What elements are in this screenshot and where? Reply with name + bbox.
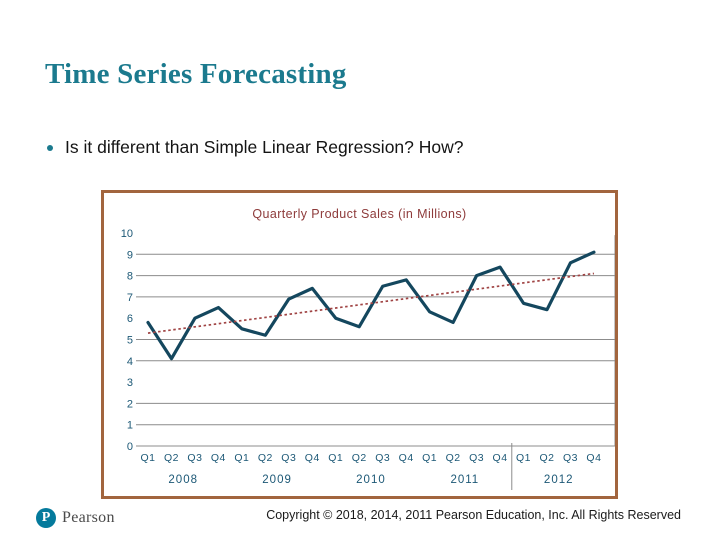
x-tick-label: Q1	[140, 452, 155, 464]
y-tick-label: 7	[127, 292, 133, 304]
x-tick-label: Q3	[187, 452, 202, 464]
y-tick-label: 5	[127, 335, 133, 347]
x-tick-label: Q1	[234, 452, 249, 464]
x-tick-label: Q3	[375, 452, 390, 464]
trend-line	[147, 272, 595, 334]
x-tick-label: Q1	[328, 452, 343, 464]
y-tick-label: 0	[127, 441, 133, 453]
year-label: 2009	[262, 474, 292, 486]
x-tick-label: Q3	[281, 452, 296, 464]
year-label: 2008	[168, 474, 198, 486]
x-tick-label: Q4	[493, 452, 508, 464]
chart-title: Quarterly Product Sales (in Millions)	[252, 207, 467, 221]
x-tick-label: Q3	[469, 452, 484, 464]
bullet-icon	[47, 145, 53, 151]
pearson-wordmark: Pearson	[62, 509, 115, 526]
x-tick-label: Q2	[352, 452, 367, 464]
x-tick-label: Q2	[164, 452, 179, 464]
pearson-p-circle-icon: P	[36, 508, 56, 528]
year-label: 2011	[450, 474, 479, 486]
x-tick-label: Q3	[563, 452, 578, 464]
x-tick-label: Q1	[422, 452, 437, 464]
copyright-text: Copyright © 2018, 2014, 2011 Pearson Edu…	[266, 508, 681, 522]
pearson-logo: P Pearson	[36, 508, 115, 528]
y-tick-label: 1	[127, 420, 133, 432]
year-label: 2012	[544, 474, 574, 486]
sales-chart: 10 9 8 7 6 5 4 3 2 1 0 Q1 Q2 Q3 Q4 Q1 Q2 Q3 Q4 Q1 Q2 Q3 Q4 Q1 Q2…	[101, 190, 618, 499]
y-tick-label: 10	[121, 228, 133, 240]
x-tick-label: Q2	[539, 452, 554, 464]
x-tick-label: Q4	[211, 452, 226, 464]
y-tick-label: 9	[127, 249, 133, 261]
bullet-text: Is it different than Simple Linear Regre…	[65, 137, 464, 157]
x-tick-label: Q4	[399, 452, 414, 464]
year-label: 2010	[356, 474, 386, 486]
slide-title: Time Series Forecasting	[45, 58, 347, 90]
x-tick-label: Q1	[516, 452, 531, 464]
x-tick-label: Q2	[258, 452, 273, 464]
y-tick-label: 4	[127, 356, 133, 368]
x-tick-label: Q2	[446, 452, 461, 464]
bullet-item: Is it different than Simple Linear Regre…	[47, 137, 464, 158]
sales-line-series	[146, 250, 596, 361]
y-tick-label: 2	[127, 398, 133, 410]
x-tick-label: Q4	[586, 452, 601, 464]
y-tick-label: 6	[127, 313, 133, 325]
y-tick-label: 8	[127, 271, 133, 283]
x-tick-label: Q4	[305, 452, 320, 464]
y-tick-label: 3	[127, 377, 133, 389]
